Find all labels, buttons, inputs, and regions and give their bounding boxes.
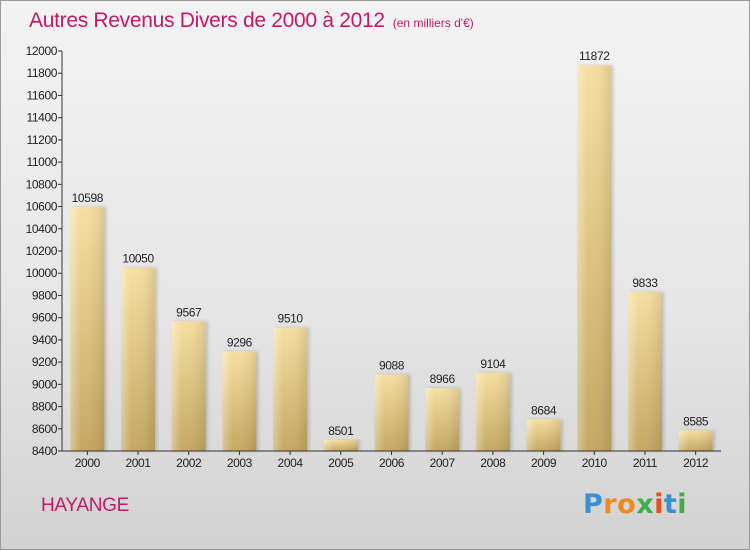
bar-group: 10050: [121, 252, 156, 451]
chart-subtitle: (en milliers d'€): [392, 16, 474, 30]
logo-letter: i: [677, 489, 688, 520]
y-tick-label: 9200: [32, 355, 58, 369]
x-tick-label: 2011: [633, 456, 658, 470]
bar-group: 8501: [323, 424, 358, 451]
x-tick-label: 2002: [176, 456, 202, 470]
logo-letter: o: [617, 489, 637, 520]
bar-shine: [222, 351, 257, 451]
bar-value-label: 8966: [430, 372, 456, 386]
bar-value-label: 9833: [632, 276, 658, 290]
x-tick-label: 2009: [531, 456, 557, 470]
bar-group: 9104: [475, 357, 510, 451]
bar-value-label: 8585: [683, 414, 709, 428]
bar-group: 9833: [627, 276, 662, 451]
bar-group: 8585: [678, 414, 713, 451]
bar-shine: [374, 374, 409, 451]
bar-shine: [577, 65, 612, 451]
bar-shine: [526, 419, 561, 451]
bars: 10598 10050 9567 9296 9510 8501 9088 8966 9104 86…: [70, 49, 713, 451]
bar-shine: [70, 206, 105, 451]
y-tick-label: 8800: [32, 400, 58, 414]
x-tick-label: 2001: [125, 456, 151, 470]
bar-group: 8966: [425, 372, 460, 451]
bar-group: 9567: [171, 305, 206, 451]
bar-group: 9296: [222, 335, 257, 451]
bar-shine: [475, 372, 510, 451]
bar-value-label: 9296: [227, 335, 253, 349]
town-name: HAYANGE: [41, 495, 129, 516]
logo-letter: r: [603, 489, 618, 520]
bar-value-label: 10598: [72, 191, 104, 205]
title-row: Autres Revenus Divers de 2000 à 2012 (en …: [29, 9, 474, 33]
bar-value-label: 9567: [176, 305, 202, 319]
x-tick-label: 2008: [480, 456, 506, 470]
y-tick-label: 10200: [26, 244, 58, 258]
x-tick-label: 2010: [582, 456, 608, 470]
bar-shine: [678, 430, 713, 451]
x-tick-label: 2004: [278, 456, 304, 470]
y-tick-label: 8600: [32, 422, 58, 436]
bar-value-label: 11872: [579, 49, 610, 63]
logo-letter: t: [663, 489, 678, 520]
y-tick-label: 10800: [26, 177, 58, 191]
y-tick-label: 10400: [26, 222, 58, 236]
x-tick-label: 2003: [227, 456, 253, 470]
bar-shine: [323, 439, 358, 451]
bar-value-label: 8684: [531, 403, 557, 417]
bar-group: 8684: [526, 403, 561, 451]
x-tick-label: 2007: [430, 456, 456, 470]
y-tick-label: 11600: [27, 88, 58, 102]
x-tick-label: 2005: [328, 456, 354, 470]
proxiti-logo: Proxiti: [583, 489, 687, 520]
x-tick-label: 2006: [379, 456, 405, 470]
bar-shine: [171, 321, 206, 451]
y-tick-label: 8400: [32, 444, 58, 458]
bar-value-label: 9088: [379, 359, 405, 373]
y-tick-label: 11800: [27, 66, 58, 80]
bar-value-label: 10050: [122, 252, 154, 266]
bar-value-label: 9510: [278, 312, 304, 326]
bar-group: 10598: [70, 191, 105, 451]
y-axis: 8400 8600 8800 9000 9200 9400 9600 9800 10000 102…: [26, 44, 63, 458]
x-tick-label: 2012: [683, 456, 709, 470]
y-tick-label: 11400: [27, 111, 58, 125]
y-tick-label: 12000: [26, 44, 58, 58]
logo-letter: P: [583, 489, 604, 520]
bar-shine: [121, 267, 156, 451]
bar-group: 9088: [374, 359, 409, 451]
y-tick-label: 10600: [26, 200, 58, 214]
bar-shine: [425, 388, 460, 451]
bar-shine: [627, 291, 662, 451]
logo-letter: x: [636, 489, 655, 520]
chart-title: Autres Revenus Divers de 2000 à 2012: [29, 9, 385, 32]
y-tick-label: 11000: [27, 155, 58, 169]
y-tick-label: 9000: [32, 377, 58, 391]
y-tick-label: 11200: [27, 133, 58, 147]
y-tick-label: 9800: [32, 288, 58, 302]
logo-letter: i: [654, 489, 664, 520]
bar-value-label: 9104: [480, 357, 506, 371]
bar-shine: [273, 327, 308, 451]
x-tick-label: 2000: [75, 456, 101, 470]
y-tick-label: 10000: [26, 266, 58, 280]
y-tick-label: 9600: [32, 311, 58, 325]
bar-group: 9510: [273, 312, 308, 451]
y-tick-label: 9400: [32, 333, 58, 347]
bar-group: 11872: [577, 49, 612, 451]
bar-value-label: 8501: [328, 424, 354, 438]
x-axis: 2000 2001 2002 2003 2004 2005 2006 2007 2008 2009…: [62, 450, 721, 470]
